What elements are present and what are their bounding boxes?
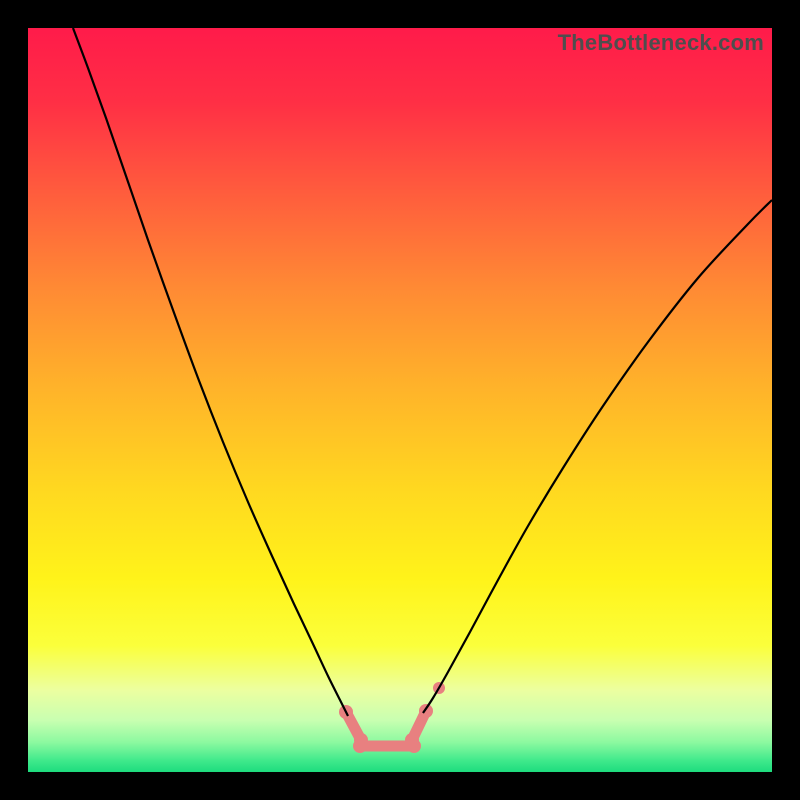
valley-highlight	[339, 682, 445, 753]
curve-left	[73, 28, 348, 716]
plot-area: TheBottleneck.com	[28, 28, 772, 772]
curve-right	[423, 200, 772, 713]
curve-layer	[28, 28, 772, 772]
outer-frame: TheBottleneck.com	[0, 0, 800, 800]
